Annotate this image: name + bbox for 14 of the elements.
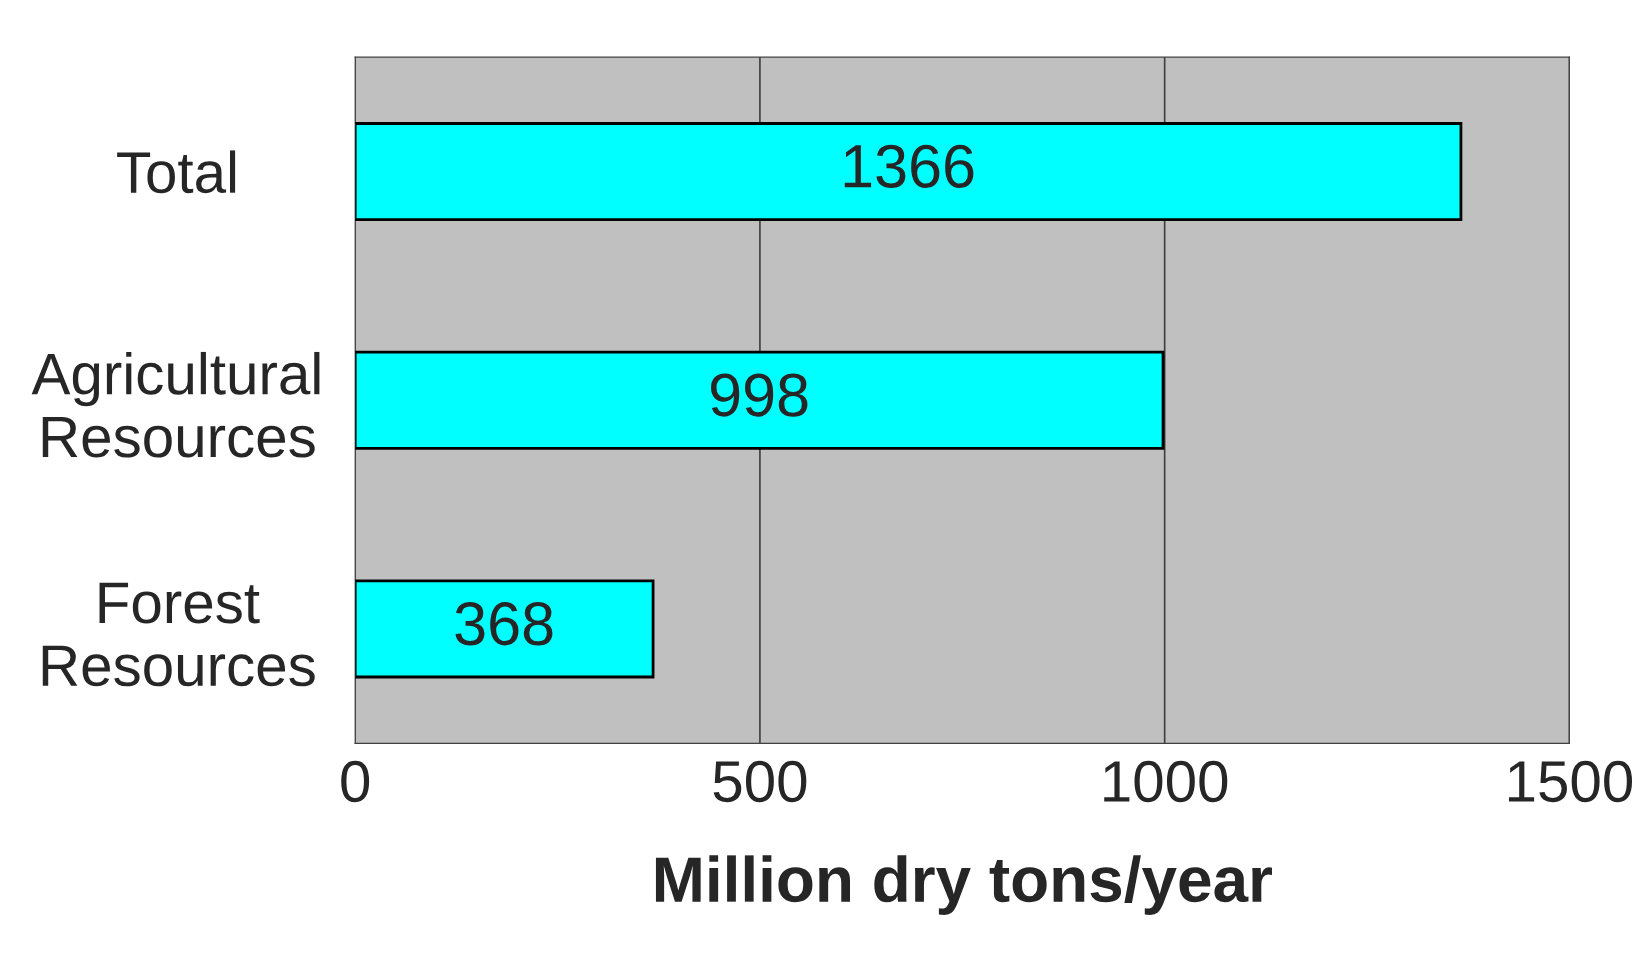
x-tick-label: 1500: [1508, 760, 1633, 803]
bar: [355, 122, 1463, 221]
x-tick-label: 0: [341, 760, 370, 803]
data-label: 1366: [844, 144, 974, 188]
y-tick-label: Total: [117, 150, 236, 194]
data-label: 998: [711, 373, 808, 417]
bar: [355, 350, 1165, 450]
data-label: 368: [455, 602, 553, 646]
bar: [355, 579, 655, 679]
x-tick-label: 500: [713, 760, 807, 803]
x-axis-title: Million dry tons/year: [655, 855, 1272, 915]
x-tick-label: 1000: [1104, 760, 1228, 803]
y-tick-label: Forest Resources: [42, 582, 315, 687]
y-tick-label: Agricultural Resources: [31, 351, 320, 458]
